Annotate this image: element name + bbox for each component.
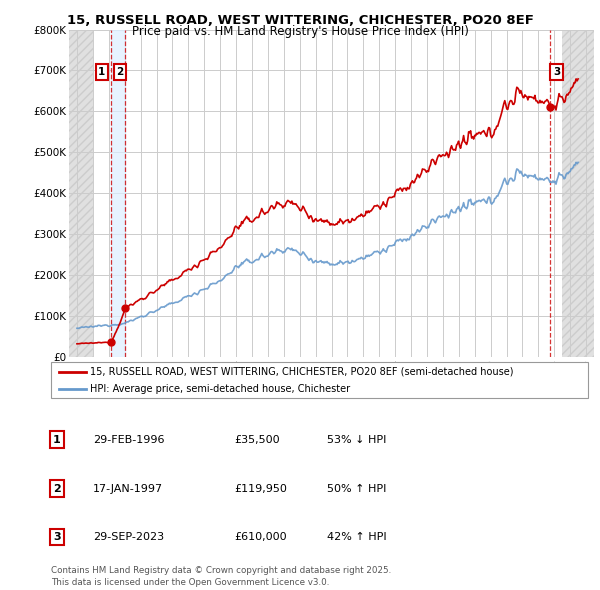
Text: 53% ↓ HPI: 53% ↓ HPI xyxy=(327,435,386,444)
Text: 29-SEP-2023: 29-SEP-2023 xyxy=(93,532,164,542)
Text: 3: 3 xyxy=(553,67,560,77)
Bar xyxy=(562,30,594,357)
Text: HPI: Average price, semi-detached house, Chichester: HPI: Average price, semi-detached house,… xyxy=(89,384,350,394)
Text: 1: 1 xyxy=(98,67,106,77)
Text: 50% ↑ HPI: 50% ↑ HPI xyxy=(327,484,386,493)
Text: 2: 2 xyxy=(53,484,61,493)
Text: 1: 1 xyxy=(53,435,61,444)
Text: £35,500: £35,500 xyxy=(234,435,280,444)
Text: 17-JAN-1997: 17-JAN-1997 xyxy=(93,484,163,493)
Bar xyxy=(112,30,125,357)
Text: 2: 2 xyxy=(116,67,124,77)
Text: 15, RUSSELL ROAD, WEST WITTERING, CHICHESTER, PO20 8EF: 15, RUSSELL ROAD, WEST WITTERING, CHICHE… xyxy=(67,14,533,27)
Text: 15, RUSSELL ROAD, WEST WITTERING, CHICHESTER, PO20 8EF (semi-detached house): 15, RUSSELL ROAD, WEST WITTERING, CHICHE… xyxy=(89,366,513,376)
Text: £119,950: £119,950 xyxy=(234,484,287,493)
Text: Contains HM Land Registry data © Crown copyright and database right 2025.
This d: Contains HM Land Registry data © Crown c… xyxy=(51,566,391,587)
Text: Price paid vs. HM Land Registry's House Price Index (HPI): Price paid vs. HM Land Registry's House … xyxy=(131,25,469,38)
Text: 3: 3 xyxy=(53,532,61,542)
Bar xyxy=(69,30,93,357)
Text: £610,000: £610,000 xyxy=(234,532,287,542)
Text: 42% ↑ HPI: 42% ↑ HPI xyxy=(327,532,386,542)
Text: 29-FEB-1996: 29-FEB-1996 xyxy=(93,435,164,444)
